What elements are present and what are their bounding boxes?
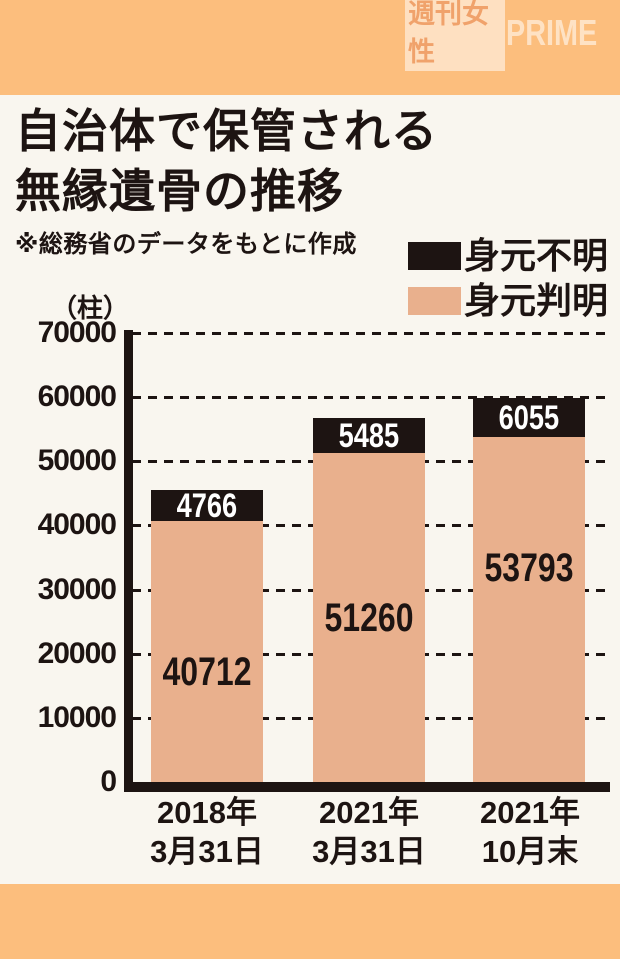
x-tick-label: 2018年 3月31日 — [150, 795, 264, 869]
bar-value-unknown: 4766 — [176, 486, 238, 525]
source-note: ※総務省のデータをもとに作成 — [15, 231, 357, 258]
y-tick-label: 40000 — [37, 508, 117, 542]
bar: 5485 51260 — [313, 418, 425, 782]
y-tick-label: 10000 — [37, 700, 117, 734]
legend-label-unknown: 身元不明 — [464, 235, 609, 276]
y-gridline — [132, 332, 610, 335]
y-tick-label: 0 — [100, 765, 117, 798]
legend-swatch-known — [408, 287, 461, 315]
bar-segment-known: 53793 — [473, 437, 585, 782]
x-axis-line — [124, 782, 610, 792]
legend-label-known: 身元判明 — [464, 280, 609, 321]
legend-item-known: 身元判明 — [408, 280, 609, 321]
y-tick-label: 50000 — [37, 444, 117, 478]
logo-boxed-text: 週刊女性 — [405, 0, 505, 71]
bar-value-known: 40712 — [162, 650, 252, 695]
bar: 4766 40712 — [151, 486, 263, 782]
y-tick-label: 20000 — [37, 636, 117, 670]
y-tick-label: 70000 — [37, 316, 117, 349]
bottom-orange-band — [0, 884, 620, 959]
bar: 6055 53793 — [473, 398, 585, 782]
bar-value-known: 51260 — [324, 595, 414, 640]
x-tick-label: 2021年 10月末 — [480, 795, 580, 869]
y-tick-label: 60000 — [37, 380, 117, 414]
y-tick-label: 30000 — [37, 572, 117, 606]
chart-title-line1: 自治体で保管される — [15, 105, 438, 157]
bar-value-unknown: 6055 — [498, 398, 560, 437]
chart-title-line2: 無縁遺骨の推移 — [15, 164, 344, 217]
logo-prime-text: PRIME — [505, 12, 598, 53]
bar-segment-unknown: 4766 — [151, 486, 263, 525]
y-axis-unit-label: （柱） — [50, 293, 129, 323]
bar-value-known: 53793 — [484, 546, 574, 591]
bar-segment-unknown: 6055 — [473, 398, 585, 437]
x-tick-label: 2021年 3月31日 — [312, 795, 426, 869]
y-gridline — [132, 396, 610, 400]
legend-item-unknown: 身元不明 — [408, 235, 609, 276]
bar-value-unknown: 5485 — [338, 416, 400, 455]
chart-title: 自治体で保管される 無縁遺骨の推移 — [15, 102, 438, 222]
plot-area: 4766 40712 5485 51260 6055 53793 — [132, 332, 610, 782]
y-axis-line — [124, 330, 133, 792]
top-orange-band — [0, 0, 620, 95]
bar-segment-known: 51260 — [313, 453, 425, 782]
bar-segment-unknown: 5485 — [313, 418, 425, 453]
bar-segment-known: 40712 — [151, 521, 263, 782]
legend-swatch-unknown — [408, 242, 461, 270]
weekly-josei-prime-logo: 週刊女性 PRIME — [405, 0, 620, 71]
